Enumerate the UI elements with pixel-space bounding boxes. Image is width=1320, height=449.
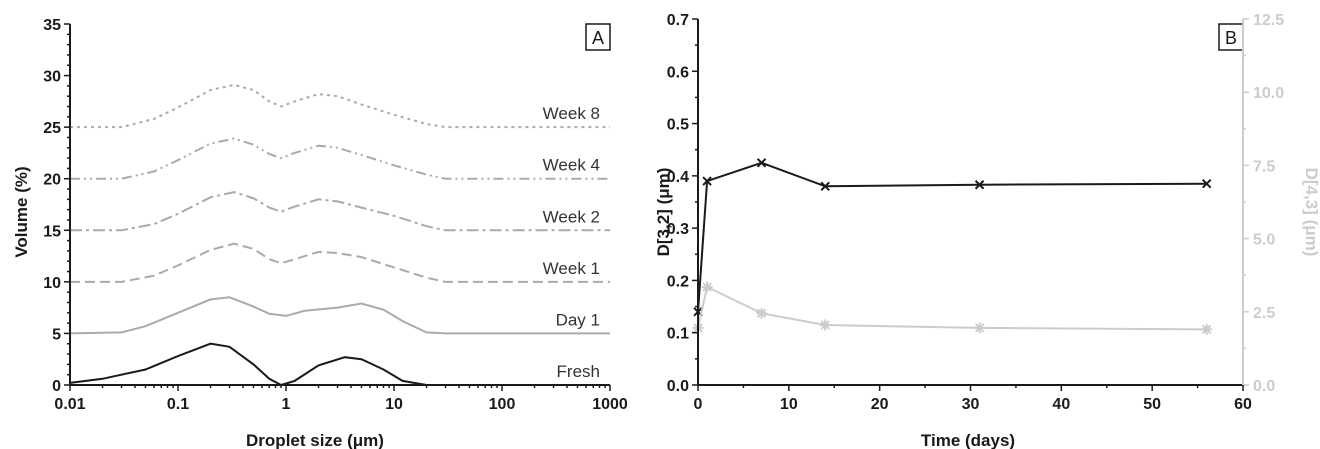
panel-a-series-day-1 <box>69 296 610 335</box>
panel-b-y2-tick-label: 0.0 <box>1253 378 1275 395</box>
panel-a-series-fresh <box>69 342 427 387</box>
panel-b-y2-tick-label: 12.5 <box>1253 12 1284 29</box>
panel-a-y-tick-label: 20 <box>43 172 61 189</box>
panel-a-x-tick-label: 100 <box>489 396 516 413</box>
panel-b-series-left-line <box>697 161 1207 312</box>
panel-a-y-tick-label: 0 <box>52 378 61 395</box>
panel-a-series-week-4 <box>70 137 610 180</box>
panel-a-series-week-1 <box>70 242 610 283</box>
panel-b: B Time (days) D[3,2] (μm) D[4,3] (μm) 0.… <box>654 12 1320 449</box>
panel-b-y2-tick-label: 2.5 <box>1253 305 1275 322</box>
panel-b-asterisk-marker <box>701 281 713 293</box>
panel-a-y-tick-label: 5 <box>52 326 61 343</box>
panel-b-series-right-line <box>697 285 1207 331</box>
panel-b-x-tick-label: 0 <box>694 396 703 413</box>
panel-a-y-tick-label: 15 <box>43 223 61 240</box>
panel-a-series-label: Week 4 <box>543 156 600 175</box>
panel-a-x-tick-label: 0.01 <box>54 396 85 413</box>
panel-b-y-tick-label: 0.5 <box>667 117 689 134</box>
panel-b-x-tick-label: 10 <box>780 396 798 413</box>
panel-b-x-marker <box>974 180 985 190</box>
panel-a-x-tick-label: 10 <box>385 396 403 413</box>
panel-a-x-axis-title: Droplet size (μm) <box>246 431 384 449</box>
panel-a-series-label: Week 1 <box>543 259 600 278</box>
panel-b-x-tick-label: 40 <box>1052 396 1070 413</box>
panel-a-series-label: Week 2 <box>543 207 600 226</box>
panel-b-x-tick-label: 30 <box>962 396 980 413</box>
panel-a-label: A <box>592 28 604 48</box>
panel-b-y-tick-label: 0.1 <box>667 326 689 343</box>
panel-b-x-tick-label: 60 <box>1234 396 1252 413</box>
panel-b-x-marker <box>702 176 712 186</box>
panel-b-y-tick-label: 0.2 <box>667 273 689 290</box>
panel-b-x-tick-label: 50 <box>1143 396 1161 413</box>
panel-a-series-label: Day 1 <box>556 310 600 329</box>
panel-b-y-tick-label: 0.3 <box>667 221 689 238</box>
panel-a-series-week-8 <box>70 83 610 129</box>
panel-b-y2-tick-label: 5.0 <box>1253 232 1275 249</box>
panel-b-asterisk-marker <box>756 307 768 319</box>
panel-b-y-tick-label: 0.7 <box>667 12 689 29</box>
panel-b-x-axis-title: Time (days) <box>921 431 1015 449</box>
panel-a-label-box <box>585 23 611 51</box>
panel-b-x-marker <box>1201 178 1212 189</box>
panel-b-y-tick-label: 0.6 <box>667 64 689 81</box>
panel-a-x-tick-label: 1000 <box>592 396 628 413</box>
panel-a-series-label: Fresh <box>557 362 600 381</box>
panel-a-x-tick-label: 0.1 <box>167 396 189 413</box>
panel-b-x-marker <box>756 158 767 168</box>
panel-b-x-tick-label: 20 <box>871 396 889 413</box>
panel-a: A Droplet size (μm) Volume (%) Fresh Day … <box>12 17 628 449</box>
panel-b-y2-axis-title: D[4,3] (μm) <box>1302 168 1320 257</box>
panel-b-asterisk-marker <box>974 322 986 334</box>
panel-b-x-marker <box>820 181 830 192</box>
panel-b-y-axis-title: D[3,2] (μm) <box>654 168 673 257</box>
panel-a-y-tick-label: 25 <box>43 120 61 137</box>
panel-a-y-tick-label: 10 <box>43 275 61 292</box>
panel-a-y-tick-label: 30 <box>43 69 61 86</box>
panel-a-y-tick-label: 35 <box>43 17 61 34</box>
panel-b-y2-tick-label: 10.0 <box>1253 85 1284 102</box>
panel-b-label: B <box>1225 28 1237 48</box>
panel-b-y2-tick-label: 7.5 <box>1253 158 1275 175</box>
panel-b-y-tick-label: 0.4 <box>667 169 689 186</box>
panel-b-asterisk-marker <box>819 319 831 331</box>
panel-a-x-tick-label: 1 <box>282 396 291 413</box>
panel-b-y-tick-label: 0.0 <box>667 378 689 395</box>
panel-b-asterisk-marker <box>1201 323 1213 335</box>
panel-a-y-axis-title: Volume (%) <box>12 166 31 257</box>
panel-a-series-label: Week 8 <box>543 104 600 123</box>
panel-a-series-week-2 <box>70 191 610 232</box>
